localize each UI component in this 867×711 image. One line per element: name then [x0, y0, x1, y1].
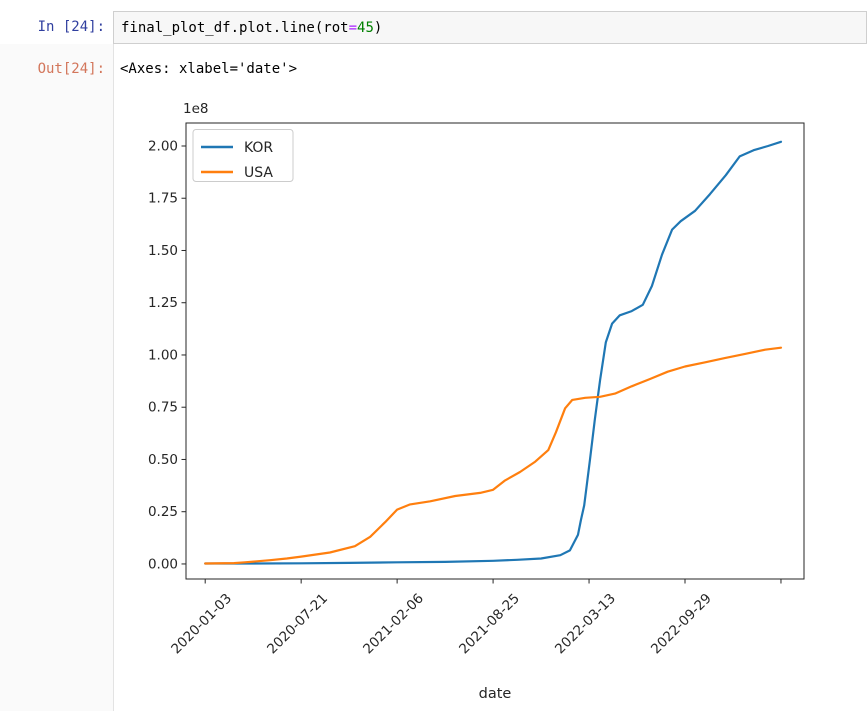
y-axis-ticks: 0.00 0.25 0.50 0.75 1.00 1.25 1.50 1.75 2.00 [148, 138, 186, 572]
svg-text:1.00: 1.00 [148, 347, 178, 363]
input-prompt: In [24]: [37, 19, 105, 35]
cell-divider [113, 44, 114, 711]
figure: 1e8 0.00 0.25 0.50 0.75 1.00 1.25 1.50 1.75 2.00 2… [120, 88, 867, 711]
svg-text:2020-01-03: 2020-01-03 [168, 591, 235, 658]
prompt-gutter [0, 44, 113, 711]
svg-text:0.75: 0.75 [148, 400, 178, 416]
svg-text:0.25: 0.25 [148, 504, 178, 520]
svg-text:0.50: 0.50 [148, 452, 178, 468]
svg-text:1.75: 1.75 [148, 191, 178, 207]
series-line-USA [204, 346, 783, 565]
legend-box [192, 129, 294, 182]
svg-text:2021-02-06: 2021-02-06 [360, 591, 427, 658]
legend: KOR USA [192, 129, 294, 182]
code-token: 45 [357, 19, 374, 36]
svg-text:2022-03-13: 2022-03-13 [552, 591, 619, 658]
svg-text:2.00: 2.00 [148, 138, 178, 154]
line-chart: 1e8 0.00 0.25 0.50 0.75 1.00 1.25 1.50 1.75 2.00 2… [148, 101, 805, 702]
x-axis-label: date [479, 686, 512, 702]
code-token: final_plot_df.plot.line(rot [121, 19, 349, 36]
code-token: ) [373, 19, 383, 36]
legend-label-KOR: KOR [244, 140, 273, 156]
axis-offset-label: 1e8 [183, 101, 208, 117]
svg-text:1.50: 1.50 [148, 243, 178, 259]
svg-text:2022-09-29: 2022-09-29 [648, 591, 715, 658]
code-token: = [348, 19, 358, 36]
legend-label-USA: USA [244, 165, 273, 181]
code-line: final_plot_df.plot.line(rot=45) [121, 20, 382, 36]
output-repr: <Axes: xlabel='date'> [120, 61, 298, 77]
code-cell[interactable]: final_plot_df.plot.line(rot=45) [113, 11, 867, 44]
series-line-KOR [204, 140, 783, 565]
svg-text:1.25: 1.25 [148, 295, 178, 311]
svg-text:0.00: 0.00 [148, 556, 178, 572]
svg-text:2021-08-25: 2021-08-25 [456, 591, 523, 658]
axes-frame [185, 122, 805, 580]
svg-text:2020-07-21: 2020-07-21 [264, 591, 331, 658]
x-axis-ticks: 2020-01-03 2020-07-21 2021-02-06 2021-08-25… [168, 579, 782, 658]
output-prompt: Out[24]: [37, 61, 105, 77]
